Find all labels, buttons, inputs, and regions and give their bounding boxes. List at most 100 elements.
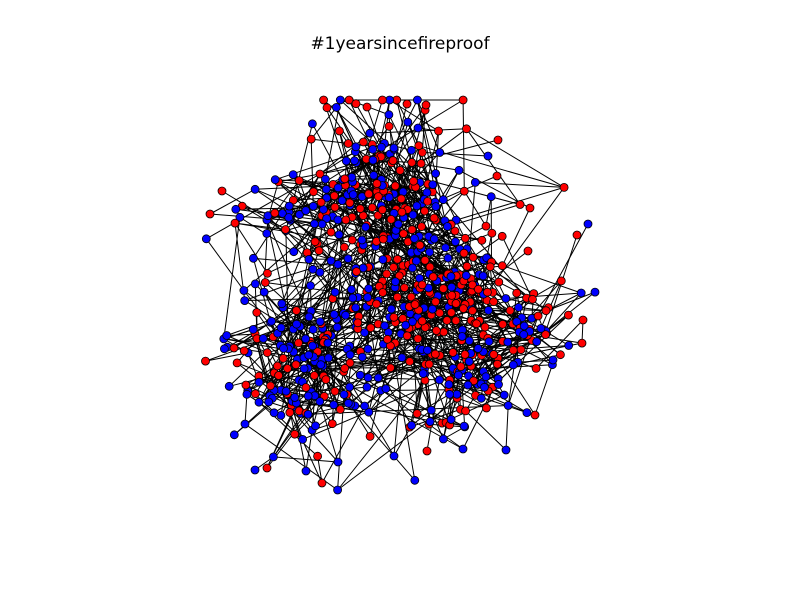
graph-node-red [239, 346, 249, 356]
graph-edge [462, 99, 465, 192]
graph-edge [302, 349, 514, 440]
graph-node-blue [333, 215, 343, 225]
graph-edge [477, 250, 529, 290]
graph-edge [321, 405, 366, 484]
graph-node-blue [323, 338, 333, 348]
graph-node-red [442, 316, 452, 325]
graph-node-red [421, 100, 431, 110]
graph-node-red [270, 208, 280, 218]
graph-node-blue [411, 256, 421, 266]
graph-node-blue [514, 302, 523, 312]
graph-node-blue [357, 235, 367, 245]
graph-edge [426, 379, 440, 452]
graph-node-red [316, 197, 326, 207]
graph-node-red [481, 403, 491, 413]
graph-node-red [339, 242, 349, 252]
graph-node-red [274, 371, 284, 380]
graph-node-red [310, 237, 320, 247]
graph-node-blue [368, 155, 378, 165]
graph-edge [320, 260, 332, 324]
graph-node-blue [494, 380, 503, 389]
graph-node-red [326, 227, 336, 237]
graph-node-blue [341, 310, 351, 320]
graph-node-red [390, 181, 400, 191]
graph-node-red [409, 176, 418, 186]
graph-node-blue [307, 119, 317, 129]
graph-node-blue [380, 321, 390, 331]
graph-node-red [439, 327, 449, 337]
graph-node-red [377, 95, 387, 105]
graph-node-red [515, 200, 525, 209]
graph-edge [411, 139, 499, 163]
graph-node-red [472, 319, 481, 329]
graph-node-red [229, 343, 239, 353]
graph-node-red [516, 345, 526, 355]
graph-node-blue [304, 350, 314, 360]
graph-node-blue [333, 485, 343, 495]
graph-node-red [480, 322, 490, 332]
graph-node-red [533, 311, 543, 321]
graph-node-blue [303, 409, 313, 419]
graph-node-blue [259, 287, 269, 297]
graph-edge [258, 401, 318, 457]
graph-node-red [314, 246, 324, 256]
graph-node-red [430, 349, 440, 359]
graph-node-blue [350, 156, 359, 166]
graph-node-red [473, 284, 483, 294]
graph-node-blue [564, 341, 574, 350]
graph-node-red [530, 410, 540, 420]
graph-node-blue [329, 309, 339, 319]
graph-node-blue [301, 206, 311, 216]
graph-node-red [291, 360, 301, 370]
graph-node-blue [364, 284, 374, 294]
graph-node-blue [288, 170, 298, 180]
graph-edge [416, 99, 449, 259]
graph-node-blue [229, 430, 239, 440]
graph-edge [311, 123, 346, 186]
graph-node-blue [242, 389, 252, 399]
graph-edge [312, 269, 347, 316]
graph-edge [422, 151, 489, 157]
graph-edge [466, 128, 565, 188]
graph-node-blue [590, 287, 600, 297]
graph-node-red [416, 159, 426, 168]
graph-node-blue [308, 264, 318, 274]
graph-node-blue [473, 344, 483, 353]
graph-edge [475, 181, 565, 188]
graph-node-blue [231, 204, 241, 214]
graph-node-blue [418, 369, 428, 379]
graph-edge [409, 361, 444, 440]
graph-node-red [459, 248, 469, 258]
graph-node-blue [250, 184, 260, 194]
graph-edge [271, 320, 358, 330]
graph-edge [370, 327, 379, 378]
graph-node-red [577, 338, 587, 348]
graph-node-red [462, 124, 471, 134]
graph-node-blue [412, 201, 422, 211]
graph-node-blue [508, 360, 518, 370]
graph-node-red [460, 350, 470, 359]
graph-node-blue [308, 341, 317, 351]
graph-node-blue [431, 202, 441, 212]
graph-node-red [367, 203, 377, 213]
graph-edge [489, 266, 547, 312]
graph-node-red [343, 139, 353, 148]
graph-node-blue [532, 337, 542, 347]
graph-node-red [467, 280, 477, 290]
graph-node-red [417, 147, 427, 157]
graph-node-red [388, 156, 398, 166]
graph-node-blue [576, 288, 586, 298]
graph-node-red [482, 287, 492, 297]
graph-node-blue [364, 407, 374, 417]
graph-node-red [422, 446, 432, 456]
graph-node-blue [248, 253, 258, 263]
graph-edge [221, 190, 286, 230]
graph-node-red [232, 358, 242, 368]
graph-node-red [281, 225, 290, 234]
graph-node-blue [373, 373, 383, 383]
graph-edge [501, 207, 531, 266]
graph-node-blue [407, 420, 417, 430]
graph-node-red [448, 348, 458, 357]
graph-node-blue [425, 247, 435, 257]
graph-node-blue [315, 317, 325, 327]
